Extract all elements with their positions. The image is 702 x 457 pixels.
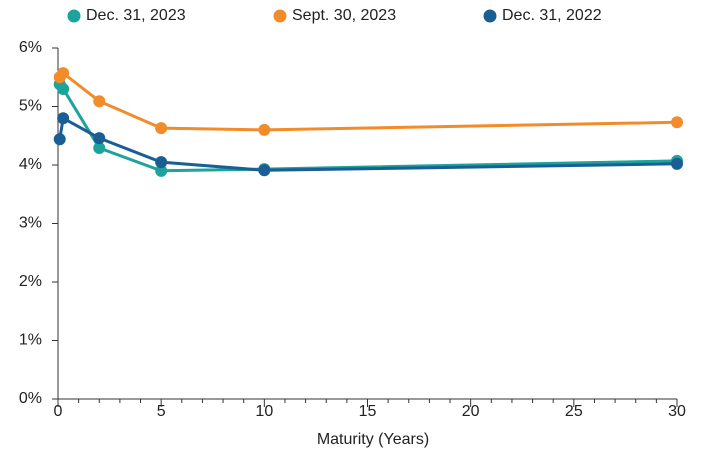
y-tick-label: 0%	[19, 390, 42, 407]
point	[155, 156, 168, 169]
point	[93, 95, 106, 108]
x-tick-label: 10	[255, 403, 273, 420]
x-tick-label: 30	[668, 403, 686, 420]
legend-label: Sept. 30, 2023	[292, 7, 396, 24]
y-tick-label: 5%	[19, 98, 42, 115]
x-tick-label: 5	[157, 403, 166, 420]
point	[671, 157, 683, 170]
point	[53, 133, 66, 146]
point	[57, 112, 70, 125]
series-line	[58, 71, 678, 132]
y-tick-label: 4%	[19, 156, 42, 173]
point	[93, 142, 106, 155]
y-tick-label: 6%	[19, 39, 42, 56]
point	[258, 164, 271, 177]
point	[57, 82, 70, 95]
point	[155, 122, 168, 135]
x-axis-title: Maturity (Years)	[317, 431, 429, 448]
y-tick-label: 1%	[19, 332, 42, 349]
point	[57, 67, 70, 80]
legend-label: Dec. 31, 2023	[86, 7, 186, 24]
point	[93, 132, 106, 145]
point	[155, 164, 168, 177]
legend-marker	[273, 9, 287, 23]
legend-marker	[483, 9, 497, 23]
x-tick-label: 0	[54, 403, 63, 420]
x-tick-label: 15	[359, 403, 377, 420]
x-tick-label: 20	[462, 403, 480, 420]
y-tick-label: 2%	[19, 273, 42, 290]
legend-label: Dec. 31, 2022	[502, 7, 602, 24]
x-tick-label: 25	[565, 403, 583, 420]
point	[258, 123, 271, 136]
point	[671, 116, 683, 129]
y-tick-label: 3%	[19, 215, 42, 232]
legend-marker	[67, 9, 81, 23]
